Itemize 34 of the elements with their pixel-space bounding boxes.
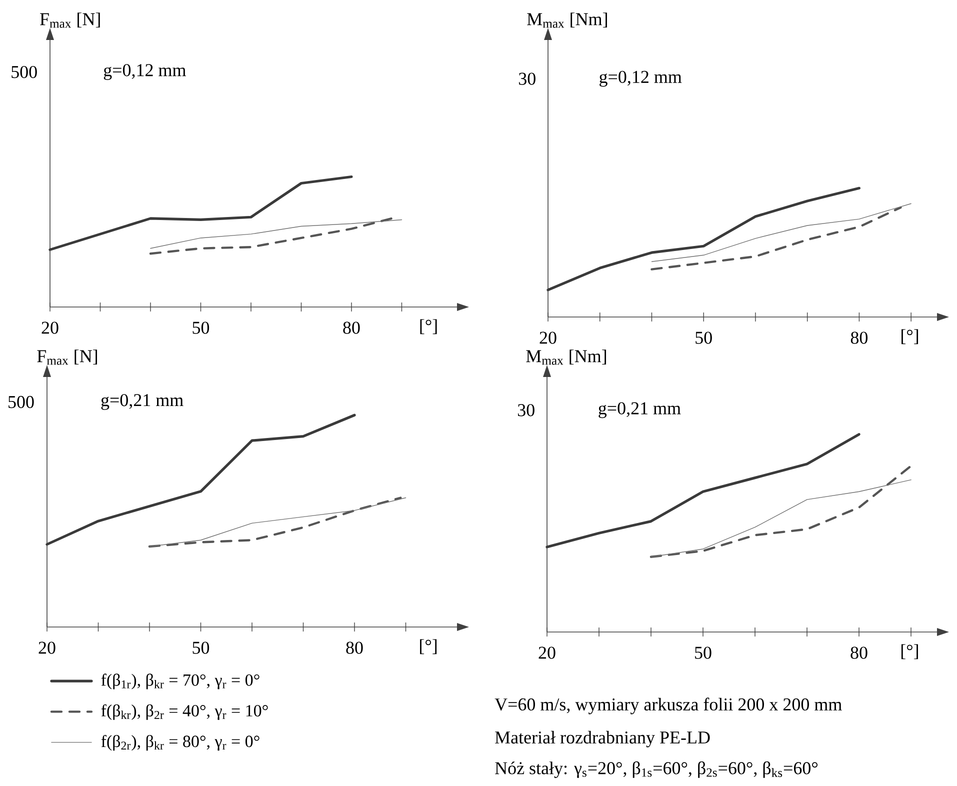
x-tick-label: 80 — [346, 642, 363, 654]
y-axis-title: F$_{max}$ [N] — [37, 350, 98, 365]
text: Nóż stały: γ$_{s}$=20°, β$_{1s}$=60°, β$_{2s}$=60°, β$_{ks}$=60° — [495, 761, 818, 778]
y-axis-title: M$_{max}$ [Nm] — [527, 12, 607, 28]
text: 500 — [8, 396, 34, 408]
text: g=0,12 mm — [104, 64, 186, 80]
text: g=0,12 mm — [600, 70, 682, 87]
x-tick-label: 20 — [538, 646, 556, 659]
text: Materiał rozdrabniany PE-LD — [495, 730, 710, 748]
x-tick-label: 50 — [696, 332, 712, 344]
text: 30 — [518, 72, 536, 85]
legend-label: f(β$_{2r}$), β$_{kr}$ = 80°, γ$_{r}$ = 0° — [101, 734, 260, 751]
x-tick-label: 20 — [38, 642, 56, 654]
legend-label: f(β$_{kr}$), β$_{2r}$ = 40°, γ$_{r}$ = 10° — [101, 704, 268, 720]
text: 30 — [518, 404, 534, 416]
x-axis-title: [°] — [420, 319, 437, 334]
text: V=60 m/s, wymiary arkusza folii 200 x 200 mm — [494, 698, 842, 714]
x-tick-label: 20 — [540, 332, 556, 344]
x-axis-title: [°] — [901, 644, 918, 660]
text: g=0,21 mm — [598, 402, 681, 418]
x-axis-title: [°] — [420, 639, 437, 654]
x-tick-label: 80 — [850, 332, 868, 344]
y-axis-title: M$_{max}$ [Nm] — [526, 350, 606, 365]
legend-label: f(β$_{1r}$), β$_{kr}$ = 70°, γ$_{r}$ = 0° — [101, 674, 260, 690]
y-axis-title: F$_{max}$ [N] — [40, 12, 100, 28]
x-tick-label: 20 — [42, 322, 58, 334]
text: g=0,21 mm — [101, 394, 184, 410]
text: 500 — [12, 66, 37, 78]
x-axis-title: [°] — [902, 329, 918, 344]
x-tick-label: 50 — [695, 646, 712, 659]
x-tick-label: 50 — [192, 642, 210, 654]
x-tick-label: 80 — [850, 646, 868, 659]
x-tick-label: 80 — [343, 322, 360, 334]
x-tick-label: 50 — [192, 322, 210, 334]
